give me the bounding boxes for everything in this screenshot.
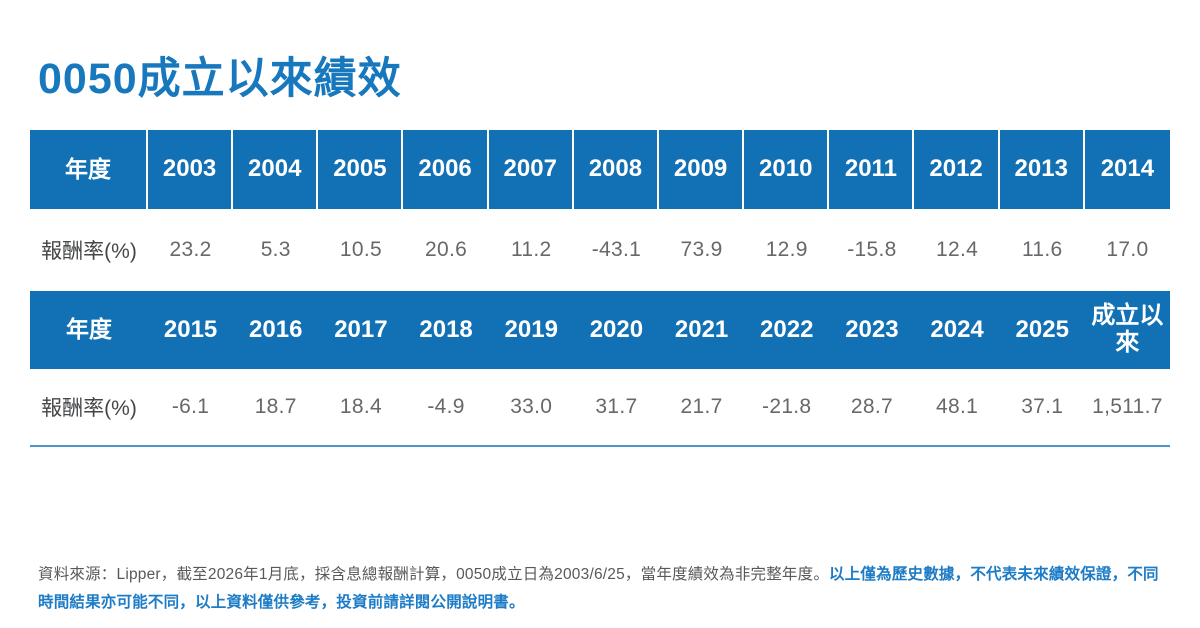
table2-year-header: 2024	[930, 315, 984, 343]
table1-return-value: 10.5	[339, 238, 382, 261]
table2-year-header: 2017	[334, 315, 388, 343]
footnote-source-text: 資料來源：Lipper，截至2026年1月底，採含息總報酬計算，0050成立日為…	[38, 566, 830, 583]
table2-return-value: 18.4	[339, 395, 382, 418]
table1-return-value: 5.3	[260, 238, 291, 261]
table1-year-label: 年度	[30, 130, 148, 209]
table2-year-header: 成立以來	[1091, 302, 1164, 356]
table1-return-value: -15.8	[847, 238, 897, 261]
table1-year-header: 2013	[1000, 130, 1085, 209]
table2-return-value: -21.8	[762, 395, 812, 418]
table2-return-value: -4.9	[427, 395, 465, 418]
table1-year-header: 2014	[1100, 155, 1155, 183]
table2-year-label: 年度	[66, 316, 112, 343]
table1-year-header: 2009	[659, 130, 745, 209]
table2-year-header: 2018	[419, 315, 473, 343]
table1-return-label: 報酬率(%)	[41, 240, 137, 263]
table1-return-value: 11.2	[510, 238, 552, 261]
table1-return-value: 20.6	[425, 238, 468, 261]
footnote: 資料來源：Lipper，截至2026年1月底，採含息總報酬計算，0050成立日為…	[38, 561, 1164, 617]
table2-return-label: 報酬率(%)	[41, 397, 137, 420]
table1-year-header: 2011	[829, 130, 915, 209]
table2-year-header: 2025	[1015, 315, 1069, 343]
table1-return-value: -43.1	[591, 238, 642, 261]
table2-return-value: 18.7	[254, 395, 297, 418]
table1-return-value: 11.6	[1021, 238, 1063, 261]
table1-year-header: 2007	[489, 130, 574, 209]
table1-year-header: 2004	[233, 130, 319, 209]
table2-return-value: 37.1	[1021, 395, 1064, 418]
table1-return-value: 23.2	[169, 238, 212, 261]
table1-year-header: 2003	[148, 130, 234, 209]
performance-tables: 年度 2003 2004 2005 2006 2007 2008 2009 2010 2011 2…	[30, 130, 1170, 447]
table1-return-value: 12.4	[936, 238, 979, 261]
table1-return-value: 12.9	[765, 238, 808, 261]
table1-year-header: 2006	[403, 130, 489, 209]
table1-return-row: 報酬率(%) 23.2 5.3 10.5 20.6 11.2 -43.1 73.9 12.9 -…	[30, 209, 1170, 291]
table2-year-header: 2020	[589, 315, 644, 343]
table1-return-value: 17.0	[1106, 238, 1149, 261]
table1-year-header: 2005	[318, 130, 404, 209]
table2-return-value: 21.7	[680, 395, 723, 418]
table2-year-header: 2019	[504, 315, 558, 343]
table2-year-header: 2016	[249, 315, 303, 343]
page-title: 0050成立以來績效	[38, 55, 402, 103]
table2-year-header: 2023	[845, 315, 899, 343]
table2-year-header: 2021	[674, 315, 729, 343]
table2-return-value: -6.1	[171, 395, 210, 418]
footnote-disclaimer-text: 以上僅為歷史數據，不代表未來績效保證，不同時間結果亦可能不同，以上資料僅供參考，…	[38, 566, 1159, 611]
table2-return-value: 28.7	[850, 395, 893, 418]
table1-year-header: 2008	[574, 130, 659, 209]
table2-return-value: 31.7	[595, 395, 638, 418]
table2-year-header: 2015	[163, 315, 218, 343]
table2-return-value: 33.0	[510, 395, 553, 418]
table1-year-header: 2010	[744, 130, 830, 209]
table2-return-row: 報酬率(%) -6.1 18.7 18.4 -4.9 33.0 31.7 21.7 -21.8…	[30, 369, 1170, 447]
table1-header-row: 年度 2003 2004 2005 2006 2007 2008 2009 2010 2011 2…	[30, 130, 1170, 209]
table2-header-row: 年度 2015 2016 2017 2018 2019 2020 2021 2022 2023 2…	[30, 291, 1170, 369]
table1-return-value: 73.9	[680, 238, 723, 261]
table2-return-value: 48.1	[936, 395, 979, 418]
table2-year-header: 2022	[760, 315, 814, 343]
table1-year-header: 2012	[914, 130, 1000, 209]
table2-return-value: 1,511.7	[1092, 395, 1163, 418]
